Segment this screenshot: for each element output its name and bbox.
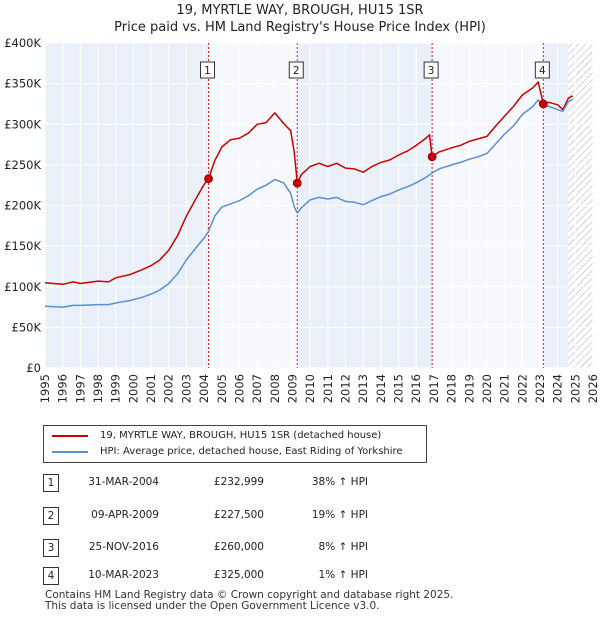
sale-row: 2 09-APR-2009 £227,500 19% ↑ HPI [0,507,600,527]
x-tick-label: 2008 [268,374,282,403]
sale-number-badge: 1 [43,474,59,492]
y-tick-label: £250K [4,158,41,172]
sale-label-number: 2 [293,65,300,77]
sale-number-badge: 2 [43,507,59,525]
y-tick-label: £0 [26,361,41,375]
sale-price: £232,999 [213,476,264,488]
x-tick-label: 2020 [480,374,494,403]
x-tick-label: 2006 [232,374,246,403]
x-tick-label: 2005 [215,374,229,403]
y-tick-label: £200K [4,199,41,213]
sale-point [292,178,302,188]
x-tick-label: 2007 [250,374,264,403]
x-tick-label: 2003 [179,374,193,403]
sale-label-box [288,61,304,79]
sale-date: 10-MAR-2023 [88,569,159,581]
hpi-line [44,98,574,308]
x-tick-label: 1996 [56,374,70,403]
x-tick-label: 2025 [568,374,582,403]
sale-point [538,99,548,109]
sale-number-badge: 3 [43,539,59,557]
legend-swatch-property [52,435,88,437]
sale-label-box [423,61,439,79]
y-tick-label: £300K [4,117,41,131]
sale-hpi-change: 8% ↑ HPI [318,541,368,553]
x-tick-label: 2022 [515,374,529,403]
y-tick-label: £100K [4,280,41,294]
sale-date: 31-MAR-2004 [88,476,159,488]
x-tick-label: 2009 [285,374,299,403]
sale-price: £325,000 [213,569,264,581]
x-tick-label: 2024 [551,374,565,403]
x-tick-label: 2018 [445,374,459,403]
legend-label-property: 19, MYRTLE WAY, BROUGH, HU15 1SR (detach… [100,430,382,441]
sale-point [427,152,437,162]
sale-label-box [534,61,550,79]
sale-date: 25-NOV-2016 [88,541,159,553]
footer-license: This data is licensed under the Open Gov… [45,600,380,612]
sale-price: £227,500 [213,509,264,521]
sale-hpi-change: 1% ↑ HPI [318,569,368,581]
x-tick-label: 2014 [374,374,388,403]
x-tick-label: 2016 [409,374,423,403]
y-tick-label: £400K [4,36,41,50]
sale-label-number: 3 [428,65,435,77]
y-tick-label: £350K [4,77,41,91]
x-tick-label: 2000 [126,374,140,403]
x-tick-label: 2013 [356,374,370,403]
x-tick-label: 2002 [162,374,176,403]
x-tick-label: 1998 [91,374,105,403]
x-tick-label: 2015 [392,374,406,403]
sale-hpi-change: 38% ↑ HPI [311,476,368,488]
price-chart: £0 £50K £100K £150K £200K £250K £300K £350K £400… [4,36,600,403]
sale-point [204,174,213,184]
legend-label-hpi: HPI: Average price, detached house, East… [100,446,403,457]
x-tick-label: 2026 [586,374,600,403]
x-tick-label: 2004 [197,374,211,403]
footer-attribution: Contains HM Land Registry data © Crown c… [45,590,453,612]
x-tick-label: 2001 [144,374,158,403]
x-tick-label: 2019 [462,374,476,403]
x-tick-label: 2021 [498,374,512,403]
x-tick-label: 1997 [73,374,87,403]
sale-label-box [200,61,216,79]
sale-number-badge: 4 [43,567,59,585]
footer-copyright: Contains HM Land Registry data © Crown c… [45,589,454,601]
y-tick-label: £50K [12,320,42,334]
chart-title: 19, MYRTLE WAY, BROUGH, HU15 1SR [176,3,424,18]
x-tick-label: 2023 [533,374,547,403]
sale-row: 1 31-MAR-2004 £232,999 38% ↑ HPI [0,474,600,494]
legend-swatch-hpi [52,451,88,453]
sale-hpi-change: 19% ↑ HPI [311,509,368,521]
sale-label-number: 4 [539,65,546,77]
chart-legend: 19, MYRTLE WAY, BROUGH, HU15 1SR (detach… [43,425,427,463]
x-tick-label: 2012 [339,374,353,403]
property-price-line [44,81,574,286]
sale-date: 09-APR-2009 [91,509,159,521]
y-tick-label: £150K [4,239,41,253]
sale-price: £260,000 [213,541,264,553]
sale-row: 4 10-MAR-2023 £325,000 1% ↑ HPI [0,567,600,587]
x-tick-label: 2011 [321,374,335,403]
x-tick-label: 2017 [427,374,441,403]
x-tick-label: 2010 [303,374,317,403]
chart-subtitle: Price paid vs. HM Land Registry's House … [114,20,486,35]
x-tick-label: 1999 [109,374,123,403]
sale-label-number: 1 [204,65,211,77]
x-tick-label: 1995 [38,374,52,403]
sale-row: 3 25-NOV-2016 £260,000 8% ↑ HPI [0,539,600,559]
